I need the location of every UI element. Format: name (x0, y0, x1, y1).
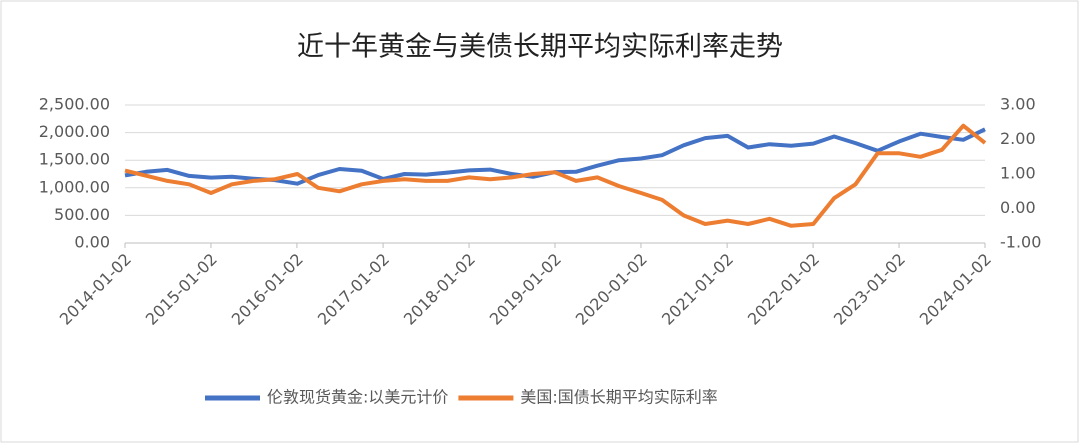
y2-tick-label: -1.00 (1000, 233, 1041, 252)
chart-title: 近十年黄金与美债长期平均实际利率走势 (297, 32, 783, 63)
y2-tick-label: 0.00 (1000, 198, 1036, 217)
legend-label: 美国:国债长期平均实际利率 (520, 388, 717, 407)
series-line (124, 123, 987, 228)
y2-tick-label: 3.00 (1000, 95, 1036, 114)
y2-tick-label: 1.00 (1000, 164, 1036, 183)
y-tick-label: 500.00 (54, 205, 110, 224)
y-tick-label: 1,500.00 (39, 150, 110, 169)
legend-label: 伦敦现货黄金:以美元计价 (267, 388, 448, 407)
y2-tick-label: 2.00 (1000, 129, 1036, 148)
y-tick-label: 2,500.00 (39, 95, 110, 114)
y-tick-label: 1,000.00 (39, 177, 110, 196)
y-tick-label: 0.00 (74, 233, 110, 252)
y-tick-label: 2,000.00 (39, 122, 110, 141)
